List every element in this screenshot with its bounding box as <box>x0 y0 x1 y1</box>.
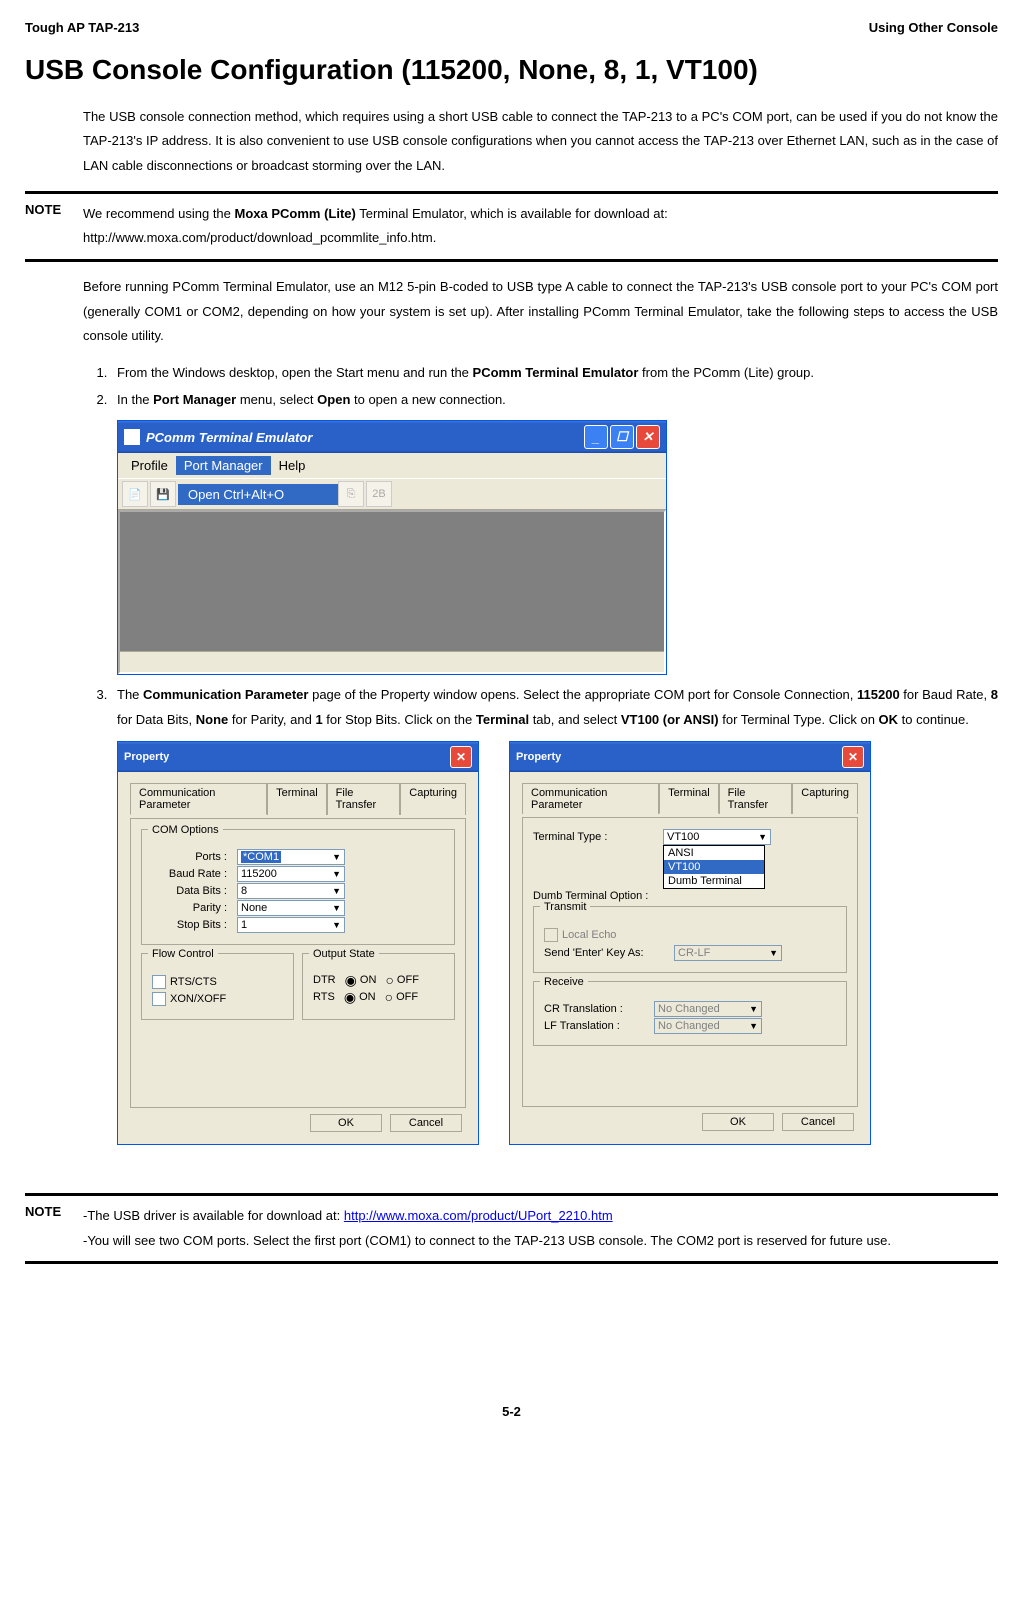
rts-radio[interactable]: RTS ◉ON ○OFF <box>313 989 444 1006</box>
stop-bits-label: Stop Bits : <box>152 919 237 931</box>
pcomm-screenshot: PComm Terminal Emulator _ ☐ ✕ Profile Po… <box>117 420 998 675</box>
header-left: Tough AP TAP-213 <box>25 20 139 35</box>
note-box-2: NOTE -The USB driver is available for do… <box>25 1193 998 1264</box>
steps-list: From the Windows desktop, open the Start… <box>83 361 998 412</box>
baud-label: Baud Rate : <box>152 868 237 880</box>
window-title: PComm Terminal Emulator <box>146 430 312 445</box>
cancel-button-2[interactable]: Cancel <box>782 1113 854 1131</box>
send-enter-label: Send 'Enter' Key As: <box>544 947 674 959</box>
client-area <box>118 510 666 674</box>
baud-select[interactable]: 115200▼ <box>237 866 345 882</box>
toolbar-btn-2[interactable]: 💾 <box>150 481 176 507</box>
note-content: We recommend using the Moxa PComm (Lite)… <box>83 202 998 251</box>
app-icon <box>124 429 140 445</box>
tab-capturing-2[interactable]: Capturing <box>792 783 858 814</box>
tab-terminal-2[interactable]: Terminal <box>659 783 719 814</box>
usb-driver-link[interactable]: http://www.moxa.com/product/UPort_2210.h… <box>344 1208 613 1223</box>
page-number: 5-2 <box>25 1404 998 1419</box>
step-2: In the Port Manager menu, select Open to… <box>111 388 998 413</box>
tab-terminal[interactable]: Terminal <box>267 783 327 815</box>
terminal-type-label: Terminal Type : <box>533 831 663 843</box>
intro-paragraph: The USB console connection method, which… <box>83 105 998 179</box>
open-menu-item[interactable]: Open Ctrl+Alt+O <box>178 484 338 505</box>
property-dialog-comm: Property ✕ Communication Parameter Termi… <box>117 741 479 1145</box>
note-label: NOTE <box>25 202 83 251</box>
status-bar <box>120 651 664 672</box>
cancel-button[interactable]: Cancel <box>390 1114 462 1132</box>
output-state-label: Output State <box>309 948 379 960</box>
receive-label: Receive <box>540 976 588 988</box>
page-title: USB Console Configuration (115200, None,… <box>25 53 998 87</box>
ok-button[interactable]: OK <box>310 1114 382 1132</box>
terminal-type-dropdown[interactable]: ANSI VT100 Dumb Terminal <box>663 845 765 889</box>
dtr-radio[interactable]: DTR ◉ON ○OFF <box>313 972 444 989</box>
tab-capturing[interactable]: Capturing <box>400 783 466 815</box>
stop-bits-select[interactable]: 1▼ <box>237 917 345 933</box>
data-bits-select[interactable]: 8▼ <box>237 883 345 899</box>
lf-translation-label: LF Translation : <box>544 1020 654 1032</box>
data-bits-label: Data Bits : <box>152 885 237 897</box>
note-content-2: -The USB driver is available for downloa… <box>83 1204 998 1253</box>
tab-file-transfer-2[interactable]: File Transfer <box>719 783 793 814</box>
header-right: Using Other Console <box>869 20 998 35</box>
maximize-button[interactable]: ☐ <box>610 425 634 449</box>
rts-cts-checkbox[interactable]: RTS/CTS <box>152 975 283 989</box>
close-icon[interactable]: ✕ <box>450 746 472 768</box>
property-dialog-terminal: Property ✕ Communication Parameter Termi… <box>509 741 871 1145</box>
step-3: The Communication Parameter page of the … <box>111 683 998 732</box>
lf-translation-select: No Changed▼ <box>654 1018 762 1034</box>
minimize-button[interactable]: _ <box>584 425 608 449</box>
close-button[interactable]: ✕ <box>636 425 660 449</box>
toolbar-btn-4[interactable]: 2B <box>366 481 392 507</box>
menu-help[interactable]: Help <box>271 456 314 475</box>
send-enter-select: CR-LF▼ <box>674 945 782 961</box>
cr-translation-select: No Changed▼ <box>654 1001 762 1017</box>
tab-file-transfer[interactable]: File Transfer <box>327 783 401 815</box>
note-label-2: NOTE <box>25 1204 83 1253</box>
menu-profile[interactable]: Profile <box>123 456 176 475</box>
prop-titlebar[interactable]: Property ✕ <box>118 742 478 772</box>
ok-button-2[interactable]: OK <box>702 1113 774 1131</box>
ports-label: Ports : <box>152 851 237 863</box>
note-box-1: NOTE We recommend using the Moxa PComm (… <box>25 191 998 262</box>
menu-port-manager[interactable]: Port Manager <box>176 456 271 475</box>
local-echo-checkbox: Local Echo <box>544 928 836 942</box>
steps-list-continued: The Communication Parameter page of the … <box>83 683 998 732</box>
terminal-type-select[interactable]: VT100▼ <box>663 829 771 845</box>
com-options-label: COM Options <box>148 824 223 836</box>
transmit-label: Transmit <box>540 901 590 913</box>
parity-select[interactable]: None▼ <box>237 900 345 916</box>
parity-label: Parity : <box>152 902 237 914</box>
ports-select[interactable]: *COM1▼ <box>237 849 345 865</box>
toolbar-btn-1[interactable]: 📄 <box>122 481 148 507</box>
tab-comm-param[interactable]: Communication Parameter <box>130 783 267 815</box>
titlebar[interactable]: PComm Terminal Emulator _ ☐ ✕ <box>118 421 666 453</box>
xon-xoff-checkbox[interactable]: XON/XOFF <box>152 992 283 1006</box>
toolbar-btn-3[interactable]: ⎘ <box>338 481 364 507</box>
close-icon-2[interactable]: ✕ <box>842 746 864 768</box>
flow-control-label: Flow Control <box>148 948 218 960</box>
tab-comm-param-2[interactable]: Communication Parameter <box>522 783 659 814</box>
prop-titlebar-2[interactable]: Property ✕ <box>510 742 870 772</box>
cr-translation-label: CR Translation : <box>544 1003 654 1015</box>
step-1: From the Windows desktop, open the Start… <box>111 361 998 386</box>
before-paragraph: Before running PComm Terminal Emulator, … <box>83 275 998 349</box>
